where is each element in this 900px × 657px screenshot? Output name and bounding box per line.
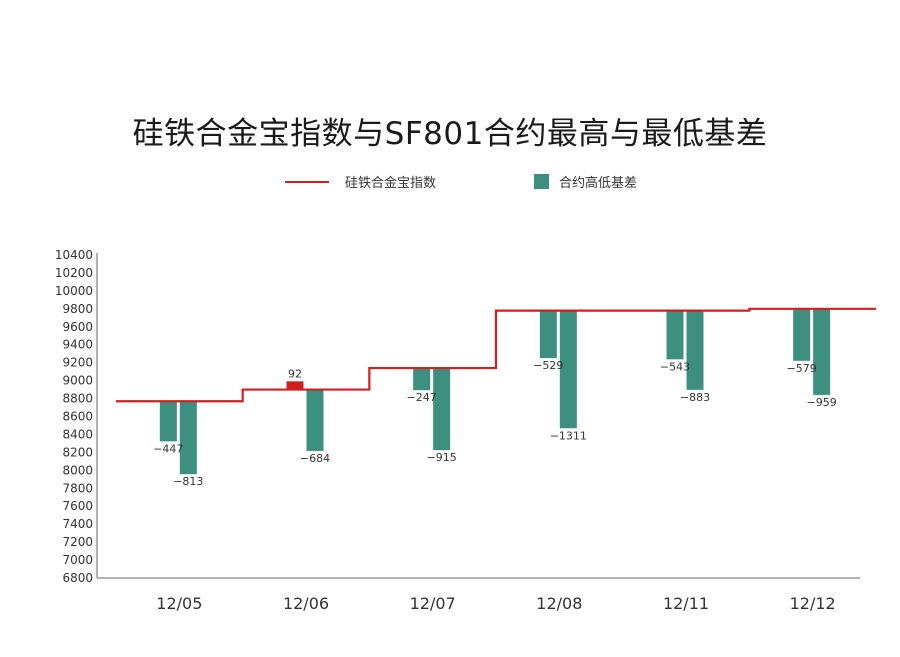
low-basis-bar [813,308,831,395]
y-tick-label: 8200 [62,445,93,459]
x-tick-label: 12/07 [410,594,456,613]
low-basis-label: −1311 [550,429,587,442]
index-step-line [116,307,876,403]
high-basis-bar [159,401,177,442]
y-tick-label: 6800 [62,571,93,585]
high-basis-bar [413,368,431,391]
y-tick-label: 9400 [62,338,93,352]
low-basis-bar [686,310,704,390]
y-tick-label: 9000 [62,374,93,388]
low-basis-label: −883 [680,391,710,404]
high-basis-label: −529 [533,359,563,372]
y-tick-label: 10200 [55,266,93,280]
y-tick-label: 8400 [62,427,93,441]
y-tick-label: 7600 [62,499,93,513]
x-tick-label: 12/12 [790,594,836,613]
high-basis-bar [793,308,811,361]
y-tick-label: 9600 [62,320,93,334]
y-tick-label: 8600 [62,410,93,424]
high-basis-label: −247 [407,391,437,404]
data-labels: −447 −813 92 −684 −247 −915 −529 −1311 −543 −883 −… [153,359,837,488]
index-line [116,307,876,403]
high-basis-label: −543 [660,360,690,373]
high-basis-label: −579 [787,362,817,375]
y-tick-label: 8000 [62,463,93,477]
x-tick-label: 12/06 [283,594,329,613]
low-basis-label: −684 [300,452,330,465]
low-basis-label: −915 [427,451,457,464]
legend-item-basis: 合约高低基差 [534,172,637,191]
high-basis-label: −447 [153,442,183,455]
y-tick-label: 7800 [62,481,93,495]
legend-line-marker [285,180,329,183]
y-tick-label: 7000 [62,553,93,567]
legend-label-basis: 合约高低基差 [559,176,638,191]
low-basis-label: −813 [173,475,203,488]
y-tick-label: 9200 [62,356,93,370]
high-basis-bar [666,310,684,360]
low-basis-bar [559,310,577,429]
high-basis-label: 92 [288,367,302,380]
y-tick-label: 10400 [55,248,93,262]
basis-bars [159,308,831,475]
y-axis-ticks: 6800 7000 7200 7400 7600 7800 8000 8200 8400 8600… [55,248,93,585]
y-tick-label: 8800 [62,392,93,406]
y-tick-label: 7200 [62,535,93,549]
y-tick-label: 7400 [62,517,93,531]
x-tick-label: 12/05 [156,594,202,613]
low-basis-bar [433,368,451,451]
low-basis-bar [306,389,324,451]
x-axis-ticks: 12/05 12/06 12/07 12/08 12/11 12/12 [156,594,835,613]
x-tick-label: 12/11 [663,594,709,613]
legend: 硅铁合金宝指数 合约高低基差 [0,172,900,196]
legend-item-index: 硅铁合金宝指数 [285,172,436,191]
high-basis-bar [539,310,557,359]
high-basis-bar [286,381,304,390]
y-tick-label: 9800 [62,302,93,316]
legend-label-index: 硅铁合金宝指数 [345,176,437,191]
legend-box-marker [534,174,549,189]
chart-title: 硅铁合金宝指数与SF801合约最高与最低基差 [132,116,768,152]
y-tick-label: 10000 [55,284,93,298]
low-basis-label: −959 [807,396,837,409]
x-tick-label: 12/08 [536,594,582,613]
low-basis-bar [179,401,197,475]
axes [96,253,860,579]
